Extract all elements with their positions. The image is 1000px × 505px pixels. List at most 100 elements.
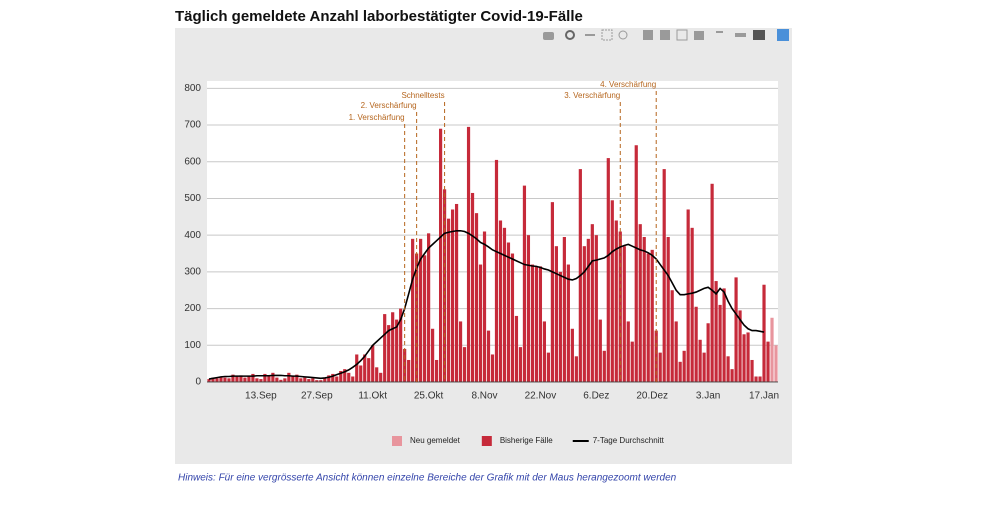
bar bbox=[323, 378, 327, 382]
bar bbox=[379, 372, 383, 382]
bar bbox=[359, 365, 363, 382]
x-tick-label: 11.Okt bbox=[358, 391, 387, 402]
x-tick-label: 27.Sep bbox=[301, 391, 333, 402]
toolbar-box-select[interactable] bbox=[601, 29, 613, 41]
toolbar-zoom-out[interactable] bbox=[660, 30, 670, 40]
bar bbox=[275, 377, 279, 382]
bar bbox=[470, 192, 475, 382]
bar bbox=[750, 359, 754, 382]
toolbar-spike[interactable] bbox=[716, 31, 723, 33]
bar bbox=[267, 375, 271, 382]
bar bbox=[315, 380, 319, 382]
bar bbox=[754, 376, 758, 382]
bar bbox=[327, 375, 331, 382]
bar bbox=[494, 159, 499, 382]
bar bbox=[706, 323, 710, 382]
bar bbox=[650, 249, 654, 382]
bar bbox=[646, 253, 650, 382]
y-tick-label: 800 bbox=[184, 83, 201, 94]
bar bbox=[243, 377, 247, 382]
toolbar-camera[interactable] bbox=[543, 32, 554, 40]
bar bbox=[351, 376, 355, 382]
bar bbox=[454, 203, 459, 382]
bar bbox=[634, 145, 638, 382]
toolbar-lasso[interactable] bbox=[618, 30, 628, 40]
bar bbox=[371, 345, 375, 382]
legend-label: 7-Tage Durchschnitt bbox=[593, 436, 665, 445]
bar bbox=[462, 347, 467, 382]
toolbar-pan[interactable] bbox=[585, 34, 595, 36]
bar bbox=[762, 284, 766, 382]
bar bbox=[522, 185, 527, 382]
bar bbox=[307, 379, 311, 382]
toolbar-hover-closest[interactable] bbox=[735, 33, 746, 37]
bar bbox=[642, 237, 646, 382]
annotation-label: 4. Verschärfung bbox=[600, 80, 656, 89]
bar bbox=[466, 126, 471, 382]
bar bbox=[658, 352, 662, 382]
annotation-label: 1. Verschärfung bbox=[349, 113, 405, 122]
bar bbox=[574, 356, 578, 382]
toolbar-autoscale[interactable] bbox=[676, 29, 688, 41]
bar bbox=[319, 380, 323, 382]
bar bbox=[514, 315, 519, 382]
footnote: Hinweis: Für eine vergrösserte Ansicht k… bbox=[178, 473, 677, 484]
toolbar-home[interactable] bbox=[694, 31, 704, 40]
bar bbox=[247, 376, 251, 382]
bar bbox=[363, 354, 367, 382]
bar bbox=[343, 369, 347, 382]
bar bbox=[526, 235, 531, 382]
bar bbox=[722, 288, 726, 382]
toolbar-logo[interactable] bbox=[777, 29, 789, 41]
bar bbox=[478, 264, 483, 382]
y-tick-label: 600 bbox=[184, 156, 201, 167]
bar bbox=[678, 361, 682, 382]
toolbar-zoom[interactable] bbox=[565, 30, 575, 40]
bar bbox=[295, 374, 299, 382]
bar bbox=[586, 238, 590, 382]
bar bbox=[758, 376, 762, 382]
y-tick-label: 100 bbox=[184, 340, 201, 351]
y-tick-label: 300 bbox=[184, 267, 201, 278]
bar bbox=[411, 238, 415, 382]
bar bbox=[446, 218, 451, 382]
bar bbox=[570, 328, 574, 382]
bar bbox=[602, 350, 606, 382]
bar bbox=[622, 246, 626, 382]
bar bbox=[259, 379, 263, 382]
annotation-label: 3. Verschärfung bbox=[564, 91, 620, 100]
bar bbox=[666, 237, 670, 382]
bar bbox=[474, 213, 479, 382]
toolbar-hover-compare[interactable] bbox=[753, 30, 765, 40]
bar bbox=[395, 319, 399, 382]
bar bbox=[291, 376, 295, 382]
bar bbox=[690, 227, 694, 382]
x-tick-label: 20.Dez bbox=[636, 391, 668, 402]
bar bbox=[383, 314, 387, 382]
bar bbox=[770, 317, 774, 382]
bar bbox=[231, 374, 235, 382]
bar bbox=[742, 334, 746, 382]
bar bbox=[239, 375, 243, 382]
bar bbox=[311, 378, 315, 382]
bar bbox=[355, 354, 359, 382]
bar bbox=[614, 220, 618, 382]
bar bbox=[558, 271, 562, 382]
y-tick-label: 400 bbox=[184, 230, 201, 241]
bar bbox=[734, 277, 738, 382]
bar bbox=[299, 378, 303, 382]
bar bbox=[594, 235, 598, 382]
x-tick-label: 6.Dez bbox=[583, 391, 609, 402]
toolbar-zoom-in[interactable] bbox=[643, 30, 653, 40]
annotation-label: Schnelltests bbox=[401, 91, 444, 100]
bar bbox=[550, 202, 554, 382]
y-tick-label: 200 bbox=[184, 303, 201, 314]
bar bbox=[450, 209, 455, 382]
bar bbox=[387, 325, 391, 382]
bar bbox=[367, 358, 371, 382]
bar bbox=[702, 352, 706, 382]
bar bbox=[686, 209, 690, 382]
bar bbox=[714, 281, 718, 382]
y-tick-label: 500 bbox=[184, 193, 201, 204]
bar bbox=[746, 332, 750, 382]
